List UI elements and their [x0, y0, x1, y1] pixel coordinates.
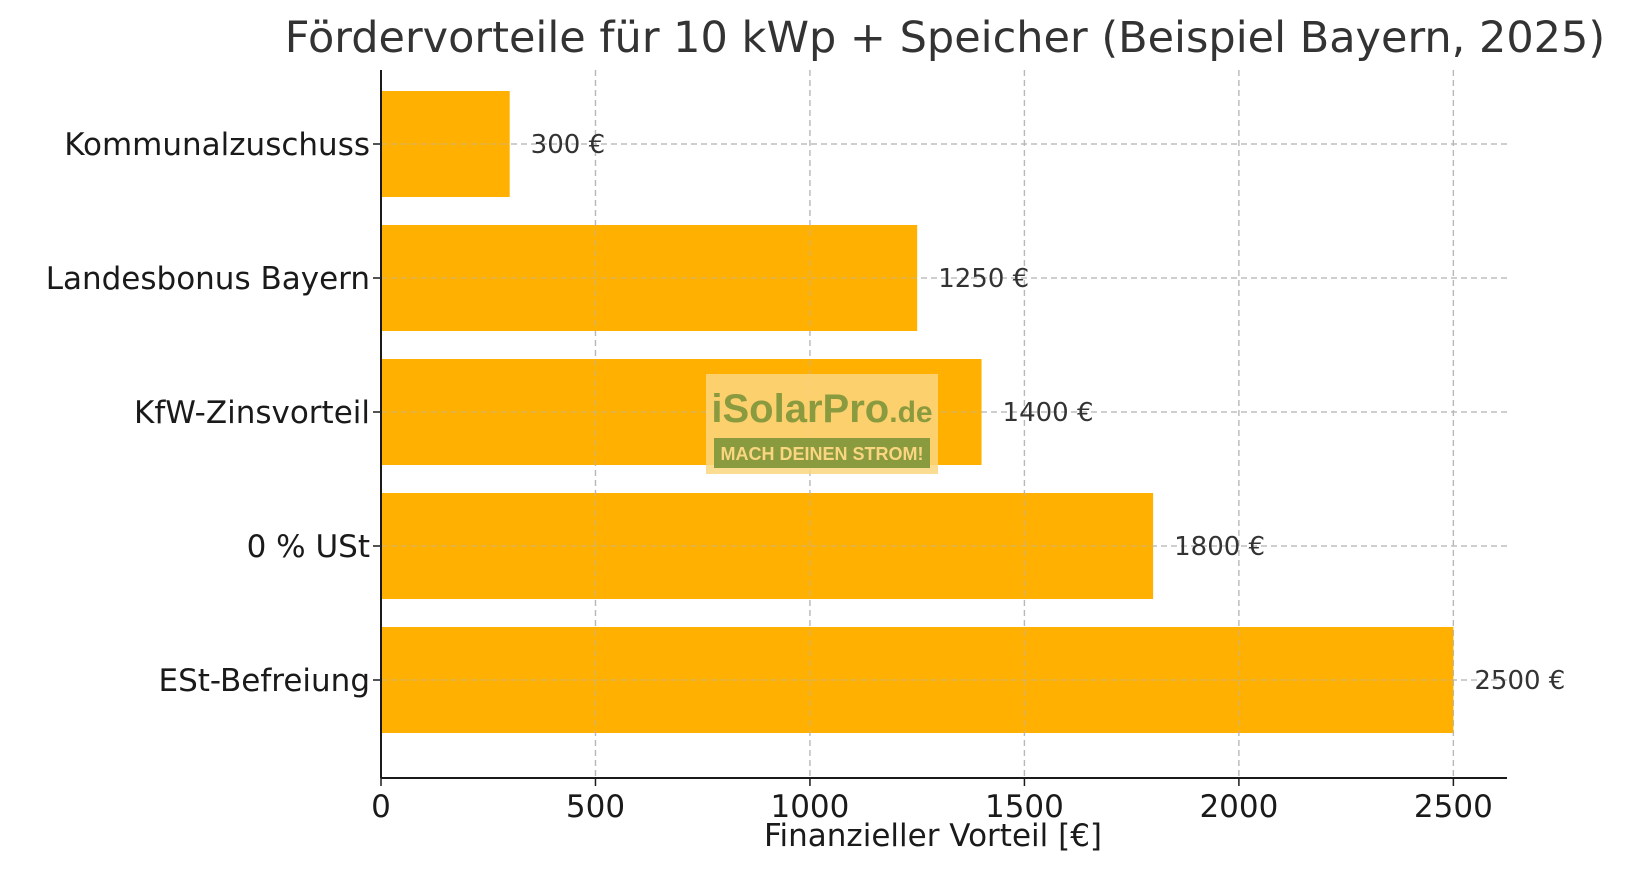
watermark-brand-main: iSolarPro: [711, 387, 889, 431]
watermark-brand-suffix: .de: [889, 396, 932, 429]
x-axis-ticks: 0 500 1000 1500 2000 2500: [371, 778, 1493, 825]
watermark-slogan: MACH DEINEN STROM!: [721, 444, 924, 464]
x-axis-label: Finanzieller Vorteil [€]: [764, 818, 1102, 854]
grid-overlay: [381, 70, 1507, 778]
y-tick-label: Landesbonus Bayern: [46, 261, 370, 297]
data-label: 1400 €: [1003, 398, 1094, 428]
data-label: 2500 €: [1474, 666, 1565, 696]
axes: [380, 70, 1507, 779]
watermark-brand: iSolarPro.de: [711, 387, 932, 431]
x-tick-label: 2000: [1199, 789, 1278, 825]
y-tick-label: ESt-Befreiung: [159, 663, 370, 699]
bar: [381, 225, 918, 331]
x-tick-label: 0: [371, 789, 391, 825]
data-label: 1800 €: [1174, 532, 1265, 562]
y-tick-label: 0 % USt: [247, 529, 370, 565]
watermark-logo: iSolarPro.de MACH DEINEN STROM!: [706, 374, 938, 474]
watermark-slogan-bg: [714, 438, 930, 468]
y-tick-label: KfW-Zinsvorteil: [134, 395, 370, 431]
y-tick-label: Kommunalzuschuss: [64, 127, 370, 163]
x-tick-label: 500: [566, 789, 625, 825]
y-axis-ticks: Kommunalzuschuss Landesbonus Bayern KfW-Zi…: [46, 127, 381, 699]
chart-title: Fördervorteile für 10 kWp + Speicher (Be…: [285, 13, 1605, 63]
x-tick-label: 2500: [1414, 789, 1493, 825]
x-tick-label: 1000: [770, 789, 849, 825]
x-tick-label: 1500: [985, 789, 1064, 825]
data-label: 1250 €: [938, 264, 1029, 294]
data-labels: 300 € 1250 € 1400 € 1800 € 2500 €: [531, 130, 1566, 696]
data-label: 300 €: [531, 130, 605, 160]
